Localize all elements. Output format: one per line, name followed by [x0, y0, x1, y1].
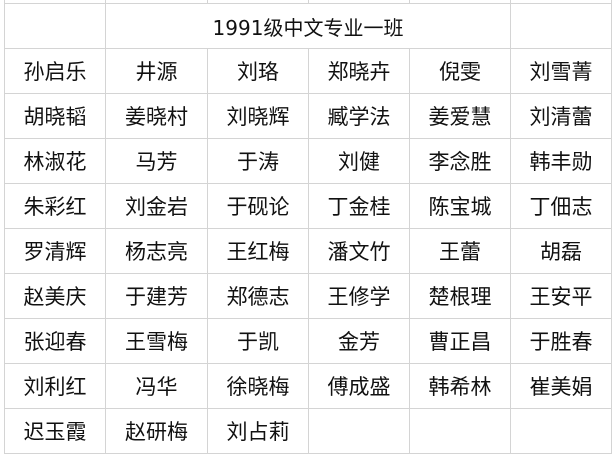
title-row: 1991级中文专业一班 [4, 3, 612, 49]
name-cell[interactable]: 马芳 [105, 138, 208, 184]
name-cell[interactable]: 张迎春 [4, 318, 106, 364]
name-cell[interactable]: 赵研梅 [105, 408, 208, 454]
name-cell[interactable]: 杨志亮 [105, 228, 208, 274]
name-cell[interactable]: 李念胜 [409, 138, 511, 184]
name-row: 林淑花 马芳 于涛 刘健 李念胜 韩丰勋 [4, 138, 612, 184]
name-cell[interactable]: 韩希林 [409, 363, 511, 409]
name-cell[interactable]: 刘清蕾 [510, 93, 612, 139]
name-cell[interactable]: 刘金岩 [105, 183, 208, 229]
name-cell[interactable]: 于胜春 [510, 318, 612, 364]
name-cell[interactable]: 王雪梅 [105, 318, 208, 364]
name-cell[interactable]: 刘晓辉 [207, 93, 309, 139]
name-cell[interactable]: 楚根理 [409, 273, 511, 319]
name-cell[interactable]: 王红梅 [207, 228, 309, 274]
name-cell[interactable]: 林淑花 [4, 138, 106, 184]
name-cell[interactable]: 刘雪菁 [510, 48, 612, 94]
name-cell[interactable]: 罗清辉 [4, 228, 106, 274]
name-cell[interactable]: 郑德志 [207, 273, 309, 319]
name-cell[interactable]: 韩丰勋 [510, 138, 612, 184]
name-cell[interactable] [510, 408, 612, 454]
name-cell[interactable]: 王修学 [308, 273, 410, 319]
name-cell[interactable]: 王蕾 [409, 228, 511, 274]
name-cell[interactable]: 胡磊 [510, 228, 612, 274]
sheet-title[interactable]: 1991级中文专业一班 [105, 3, 511, 49]
name-cell[interactable]: 于砚论 [207, 183, 309, 229]
name-cell[interactable] [409, 408, 511, 454]
name-cell[interactable]: 潘文竹 [308, 228, 410, 274]
name-row: 孙启乐 井源 刘珞 郑晓卉 倪雯 刘雪菁 [4, 48, 612, 94]
name-cell[interactable]: 迟玉霞 [4, 408, 106, 454]
name-row: 张迎春 王雪梅 于凯 金芳 曹正昌 于胜春 [4, 318, 612, 364]
name-cell[interactable]: 赵美庆 [4, 273, 106, 319]
name-cell[interactable]: 冯华 [105, 363, 208, 409]
name-cell[interactable]: 郑晓卉 [308, 48, 410, 94]
name-cell[interactable]: 刘健 [308, 138, 410, 184]
name-cell[interactable]: 于建芳 [105, 273, 208, 319]
name-cell[interactable]: 陈宝城 [409, 183, 511, 229]
name-row: 迟玉霞 赵研梅 刘占莉 [4, 408, 612, 454]
name-cell[interactable]: 于凯 [207, 318, 309, 364]
name-cell[interactable]: 曹正昌 [409, 318, 511, 364]
name-cell[interactable]: 孙启乐 [4, 48, 106, 94]
name-row: 胡晓韬 姜晓村 刘晓辉 臧学法 姜爱慧 刘清蕾 [4, 93, 612, 139]
name-cell[interactable]: 臧学法 [308, 93, 410, 139]
name-cell[interactable]: 朱彩红 [4, 183, 106, 229]
name-cell[interactable]: 姜晓村 [105, 93, 208, 139]
name-cell[interactable]: 徐晓梅 [207, 363, 309, 409]
cell[interactable] [4, 3, 106, 49]
name-cell[interactable]: 胡晓韬 [4, 93, 106, 139]
name-cell[interactable]: 丁佃志 [510, 183, 612, 229]
name-cell[interactable]: 丁金桂 [308, 183, 410, 229]
name-cell[interactable]: 井源 [105, 48, 208, 94]
name-cell[interactable] [308, 408, 410, 454]
name-cell[interactable]: 刘占莉 [207, 408, 309, 454]
name-cell[interactable]: 王安平 [510, 273, 612, 319]
cell[interactable] [510, 3, 612, 49]
name-row: 朱彩红 刘金岩 于砚论 丁金桂 陈宝城 丁佃志 [4, 183, 612, 229]
name-cell[interactable]: 倪雯 [409, 48, 511, 94]
name-cell[interactable]: 刘利红 [4, 363, 106, 409]
name-cell[interactable]: 傅成盛 [308, 363, 410, 409]
name-cell[interactable]: 姜爱慧 [409, 93, 511, 139]
name-row: 罗清辉 杨志亮 王红梅 潘文竹 王蕾 胡磊 [4, 228, 612, 274]
name-cell[interactable]: 金芳 [308, 318, 410, 364]
spreadsheet-grid: 1991级中文专业一班 孙启乐 井源 刘珞 郑晓卉 倪雯 刘雪菁 胡晓韬 姜晓村 刘晓辉 臧学法姜… [4, 0, 612, 454]
name-cell[interactable]: 于涛 [207, 138, 309, 184]
name-cell[interactable]: 崔美娟 [510, 363, 612, 409]
name-cell[interactable]: 刘珞 [207, 48, 309, 94]
name-row: 赵美庆 于建芳 郑德志 王修学 楚根理 王安平 [4, 273, 612, 319]
name-row: 刘利红 冯华 徐晓梅 傅成盛 韩希林 崔美娟 [4, 363, 612, 409]
